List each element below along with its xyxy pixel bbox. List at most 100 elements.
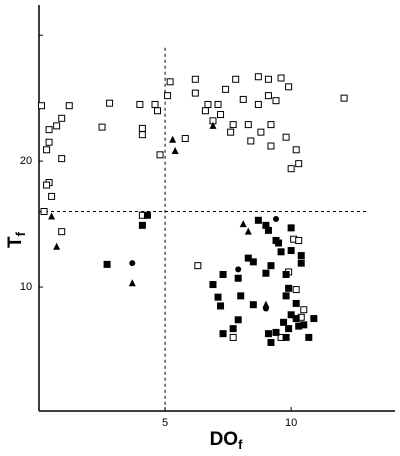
filled-square-point xyxy=(282,270,290,278)
filled-square-point xyxy=(267,262,275,270)
filled-square-point xyxy=(285,284,293,292)
open-square-point xyxy=(138,124,146,132)
y-tick-label: 10 xyxy=(20,281,32,293)
filled-square-point xyxy=(287,224,295,232)
open-square-point xyxy=(151,100,159,108)
filled-square-point xyxy=(287,247,295,255)
open-square-point xyxy=(222,85,230,93)
filled-square-point xyxy=(292,315,300,323)
open-square-point xyxy=(239,95,247,103)
open-square-point xyxy=(264,75,272,83)
open-square-point xyxy=(287,165,295,173)
open-square-point xyxy=(38,102,46,110)
filled-square-point xyxy=(282,292,290,300)
open-square-point xyxy=(43,146,51,154)
filled-square-point xyxy=(267,338,275,346)
open-square-point xyxy=(277,74,285,82)
filled-square-point xyxy=(219,270,227,278)
open-square-point xyxy=(154,107,162,115)
open-square-point xyxy=(282,133,290,141)
open-square-point xyxy=(166,78,174,86)
filled-square-point xyxy=(244,254,252,262)
open-square-point xyxy=(45,126,53,134)
filled-square-point xyxy=(297,252,305,260)
open-square-point xyxy=(136,100,144,108)
open-square-point xyxy=(48,192,56,200)
open-square-point xyxy=(254,100,262,108)
open-square-point xyxy=(58,155,66,163)
filled-square-point xyxy=(237,292,245,300)
triangle-point xyxy=(169,135,177,143)
open-square-point xyxy=(191,89,199,97)
open-square-point xyxy=(295,160,303,168)
open-square-point xyxy=(229,121,237,129)
open-square-point xyxy=(98,123,106,131)
circle-point xyxy=(262,305,269,312)
triangle-point xyxy=(171,147,179,155)
triangle-point xyxy=(48,212,56,220)
triangle-point xyxy=(53,242,61,250)
open-square-point xyxy=(201,107,209,115)
filled-square-point xyxy=(277,248,285,256)
open-square-point xyxy=(244,121,252,129)
open-square-point xyxy=(106,99,114,107)
circle-point xyxy=(235,266,242,273)
open-square-point xyxy=(138,131,146,139)
filled-square-point xyxy=(272,328,280,336)
open-square-point xyxy=(227,128,235,136)
x-tick-label: 10 xyxy=(285,417,297,429)
open-square-point xyxy=(267,121,275,129)
open-square-point xyxy=(40,208,48,215)
triangle-point xyxy=(262,300,270,308)
circle-point xyxy=(129,260,136,267)
triangle-point xyxy=(239,220,247,228)
filled-square-point xyxy=(234,274,242,282)
filled-square-point xyxy=(229,325,237,333)
open-square-point xyxy=(340,94,348,102)
filled-square-point xyxy=(292,299,300,307)
open-square-point xyxy=(295,236,303,244)
triangle-point xyxy=(128,279,136,287)
open-square-point xyxy=(285,83,293,91)
open-square-point xyxy=(43,181,51,189)
y-label-sub: f xyxy=(13,231,28,236)
filled-square-point xyxy=(300,321,308,329)
open-square-point xyxy=(292,146,300,154)
filled-square-point xyxy=(264,330,272,338)
filled-square-point xyxy=(287,311,295,319)
filled-square-point xyxy=(103,260,111,268)
filled-square-point xyxy=(275,239,283,247)
open-square-point xyxy=(53,122,61,130)
open-square-point xyxy=(181,134,189,142)
filled-square-point xyxy=(310,315,318,323)
open-square-point xyxy=(156,151,164,159)
x-axis-label: DOf xyxy=(210,429,244,452)
filled-square-point xyxy=(214,293,222,301)
filled-square-point xyxy=(280,318,288,326)
filled-square-point xyxy=(249,258,257,266)
filled-square-point xyxy=(217,302,225,310)
filled-square-point xyxy=(262,269,270,277)
filled-square-point xyxy=(254,216,262,224)
open-square-point xyxy=(254,73,262,81)
open-square-point xyxy=(164,92,172,100)
open-square-point xyxy=(217,111,225,119)
open-square-point xyxy=(204,100,212,108)
open-square-point xyxy=(257,128,265,136)
open-square-point xyxy=(65,102,73,110)
x-label-main: DO xyxy=(210,429,239,450)
filled-square-point xyxy=(264,226,272,234)
filled-square-point xyxy=(285,325,293,333)
triangle-point xyxy=(244,227,252,235)
open-square-point xyxy=(267,142,275,150)
open-square-point xyxy=(191,75,199,83)
triangle-point xyxy=(209,121,217,129)
filled-square-point xyxy=(305,333,313,341)
filled-square-point xyxy=(209,281,217,289)
filled-square-point xyxy=(295,322,303,330)
filled-square-point xyxy=(249,301,257,309)
x-tick-label: 5 xyxy=(162,417,168,429)
filled-square-point xyxy=(138,221,146,229)
open-square-point xyxy=(247,137,255,145)
